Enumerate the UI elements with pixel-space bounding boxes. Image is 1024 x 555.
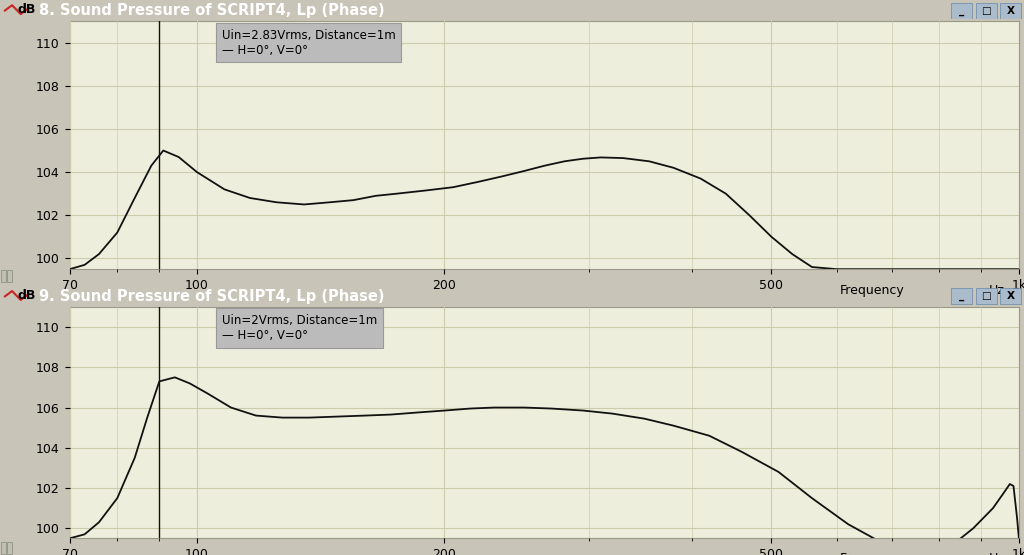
- Text: Uin=2Vrms, Distance=1m
— H=0°, V=0°: Uin=2Vrms, Distance=1m — H=0°, V=0°: [221, 314, 377, 342]
- Bar: [1, 270, 6, 282]
- Bar: [6, 270, 11, 282]
- Text: dB: dB: [17, 3, 36, 16]
- Text: _: _: [958, 291, 964, 301]
- Bar: [976, 3, 996, 18]
- Text: Hz: Hz: [989, 284, 1005, 297]
- Bar: [951, 289, 972, 304]
- Text: X: X: [1007, 6, 1015, 16]
- Text: Uin=2.83Vrms, Distance=1m
— H=0°, V=0°: Uin=2.83Vrms, Distance=1m — H=0°, V=0°: [221, 28, 395, 57]
- Text: _: _: [958, 6, 964, 16]
- Text: X: X: [1007, 291, 1015, 301]
- Bar: [6, 542, 11, 554]
- Bar: [1000, 3, 1021, 18]
- Text: dB: dB: [17, 289, 36, 302]
- Text: □: □: [981, 291, 991, 301]
- Text: 9. Sound Pressure of SCRIPT4, Lp (Phase): 9. Sound Pressure of SCRIPT4, Lp (Phase): [39, 289, 384, 304]
- Text: Hz: Hz: [989, 552, 1005, 555]
- Text: □: □: [981, 6, 991, 16]
- Text: 8. Sound Pressure of SCRIPT4, Lp (Phase): 8. Sound Pressure of SCRIPT4, Lp (Phase): [39, 3, 385, 18]
- Bar: [976, 289, 996, 304]
- Bar: [1, 542, 6, 554]
- Text: Frequency: Frequency: [841, 552, 905, 555]
- Bar: [951, 3, 972, 18]
- Text: Frequency: Frequency: [841, 284, 905, 297]
- Bar: [1000, 289, 1021, 304]
